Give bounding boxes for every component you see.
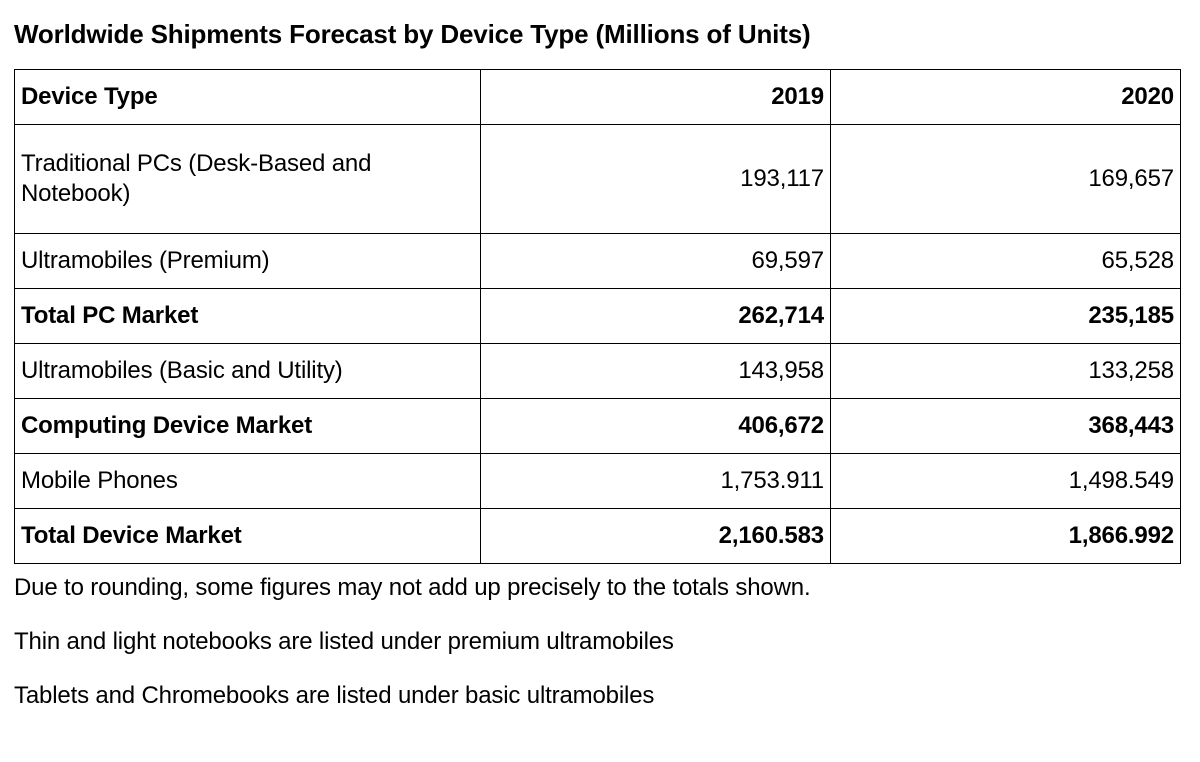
- row-value-2020: 133,258: [831, 343, 1181, 398]
- row-label: Mobile Phones: [15, 453, 481, 508]
- row-value-2019: 2,160.583: [481, 508, 831, 563]
- row-value-2019: 262,714: [481, 288, 831, 343]
- footnote: Due to rounding, some figures may not ad…: [14, 572, 1180, 604]
- table-row: Total PC Market 262,714 235,185: [15, 288, 1181, 343]
- col-header-2020: 2020: [831, 69, 1181, 124]
- row-value-2019: 69,597: [481, 233, 831, 288]
- table-row: Mobile Phones 1,753.911 1,498.549: [15, 453, 1181, 508]
- row-value-2019: 406,672: [481, 398, 831, 453]
- footnotes: Due to rounding, some figures may not ad…: [14, 572, 1180, 713]
- row-label: Total PC Market: [15, 288, 481, 343]
- footnote: Tablets and Chromebooks are listed under…: [14, 680, 1180, 712]
- row-label: Total Device Market: [15, 508, 481, 563]
- row-label: Ultramobiles (Premium): [15, 233, 481, 288]
- row-value-2020: 235,185: [831, 288, 1181, 343]
- table-row: Ultramobiles (Premium) 69,597 65,528: [15, 233, 1181, 288]
- table-row: Total Device Market 2,160.583 1,866.992: [15, 508, 1181, 563]
- table-header-row: Device Type 2019 2020: [15, 69, 1181, 124]
- table-row: Computing Device Market 406,672 368,443: [15, 398, 1181, 453]
- row-label: Traditional PCs (Desk-Based and Notebook…: [15, 124, 481, 233]
- row-value-2020: 1,498.549: [831, 453, 1181, 508]
- shipments-table: Device Type 2019 2020 Traditional PCs (D…: [14, 69, 1181, 564]
- row-label: Ultramobiles (Basic and Utility): [15, 343, 481, 398]
- row-value-2020: 169,657: [831, 124, 1181, 233]
- row-label: Computing Device Market: [15, 398, 481, 453]
- col-header-device-type: Device Type: [15, 69, 481, 124]
- page-title: Worldwide Shipments Forecast by Device T…: [14, 18, 1180, 51]
- row-value-2019: 193,117: [481, 124, 831, 233]
- row-value-2019: 1,753.911: [481, 453, 831, 508]
- row-value-2020: 368,443: [831, 398, 1181, 453]
- table-row: Ultramobiles (Basic and Utility) 143,958…: [15, 343, 1181, 398]
- footnote: Thin and light notebooks are listed unde…: [14, 626, 1180, 658]
- table-row: Traditional PCs (Desk-Based and Notebook…: [15, 124, 1181, 233]
- col-header-2019: 2019: [481, 69, 831, 124]
- row-value-2020: 65,528: [831, 233, 1181, 288]
- row-value-2020: 1,866.992: [831, 508, 1181, 563]
- row-value-2019: 143,958: [481, 343, 831, 398]
